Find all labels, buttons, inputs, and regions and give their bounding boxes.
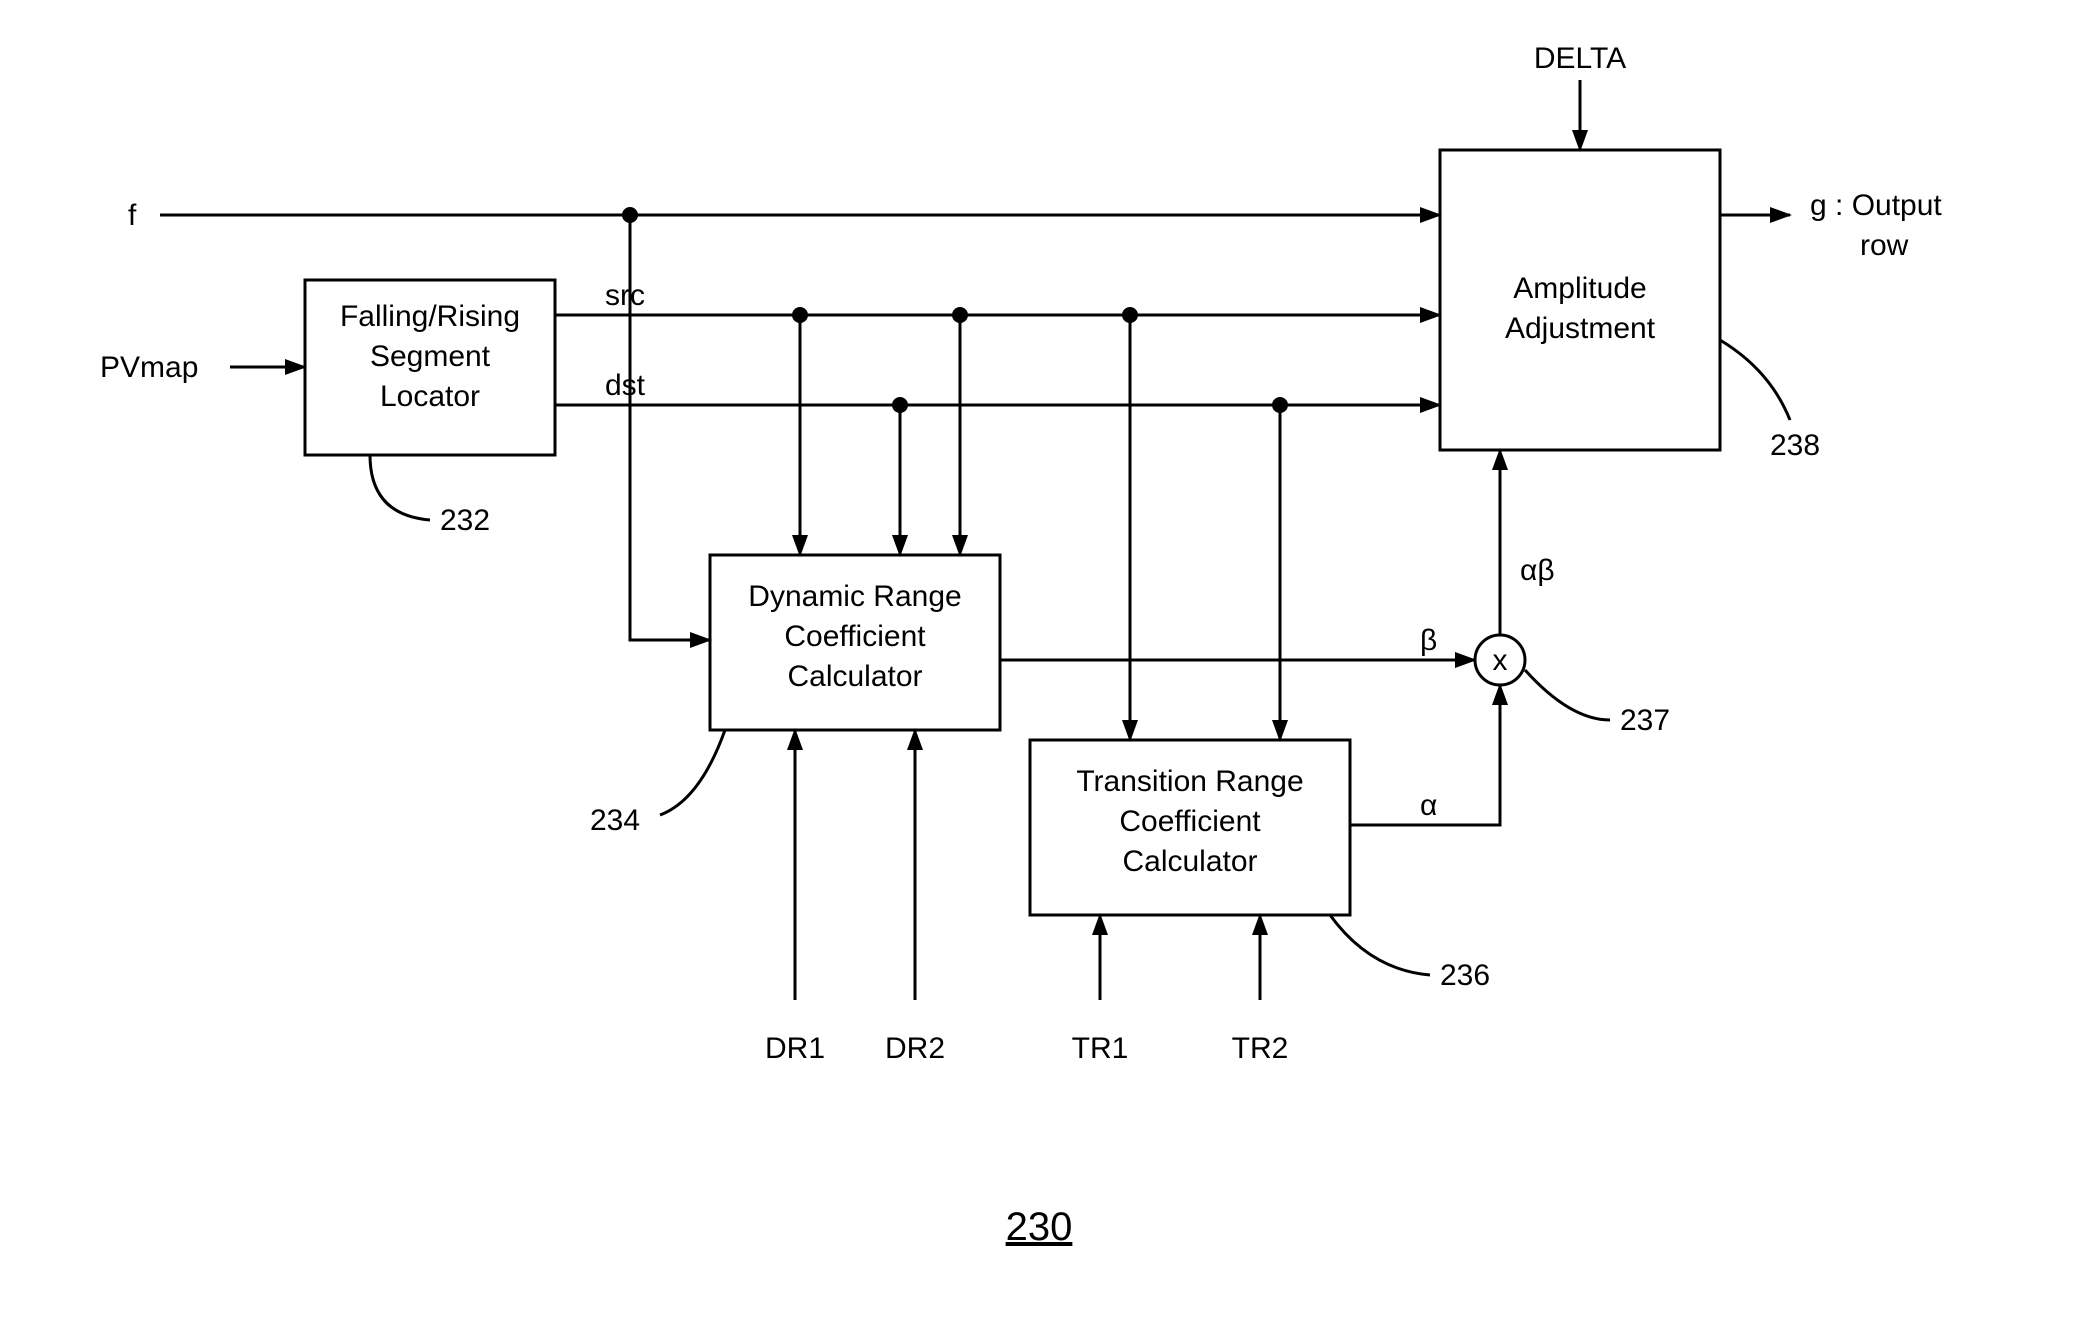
multiplier-node: x <box>1475 635 1525 685</box>
block-diagram: Falling/Rising Segment Locator Dynamic R… <box>0 0 2078 1318</box>
leader-238 <box>1720 340 1790 420</box>
amp-adj-line1: Amplitude <box>1513 272 1646 305</box>
transition-range-block: Transition Range Coefficient Calculator <box>1030 740 1350 915</box>
label-alphabeta: αβ <box>1520 554 1555 587</box>
ref-232: 232 <box>440 504 490 537</box>
segment-locator-line2: Segment <box>370 340 491 373</box>
label-g-line2: row <box>1860 229 1909 262</box>
transition-range-line1: Transition Range <box>1076 765 1303 798</box>
ref-234: 234 <box>590 804 640 837</box>
dynamic-range-block: Dynamic Range Coefficient Calculator <box>710 555 1000 730</box>
leader-232 <box>370 455 430 520</box>
transition-range-line3: Calculator <box>1122 845 1257 878</box>
label-delta: DELTA <box>1534 42 1626 75</box>
dynamic-range-line2: Coefficient <box>784 620 926 653</box>
label-alpha: α <box>1420 789 1437 822</box>
label-tr2: TR2 <box>1232 1032 1289 1065</box>
dynamic-range-line3: Calculator <box>787 660 922 693</box>
label-pvmap: PVmap <box>100 351 198 384</box>
leader-237 <box>1525 670 1610 720</box>
multiplier-symbol: x <box>1493 644 1508 677</box>
leader-236 <box>1330 915 1430 975</box>
leader-234 <box>660 730 725 815</box>
label-g-line1: g : Output <box>1810 189 1942 222</box>
label-beta: β <box>1420 624 1437 657</box>
amp-adj-line2: Adjustment <box>1505 312 1656 345</box>
figure-number: 230 <box>1006 1205 1073 1249</box>
ref-236: 236 <box>1440 959 1490 992</box>
label-f: f <box>128 199 137 232</box>
dynamic-range-line1: Dynamic Range <box>748 580 961 613</box>
label-dst: dst <box>605 369 646 402</box>
transition-range-line2: Coefficient <box>1119 805 1261 838</box>
ref-238: 238 <box>1770 429 1820 462</box>
label-src: src <box>605 279 645 312</box>
label-dr2: DR2 <box>885 1032 945 1065</box>
segment-locator-line1: Falling/Rising <box>340 300 520 333</box>
amplitude-adjustment-block: Amplitude Adjustment <box>1440 150 1720 450</box>
ref-237: 237 <box>1620 704 1670 737</box>
segment-locator-line3: Locator <box>380 380 480 413</box>
label-dr1: DR1 <box>765 1032 825 1065</box>
label-tr1: TR1 <box>1072 1032 1129 1065</box>
segment-locator-block: Falling/Rising Segment Locator <box>305 280 555 455</box>
